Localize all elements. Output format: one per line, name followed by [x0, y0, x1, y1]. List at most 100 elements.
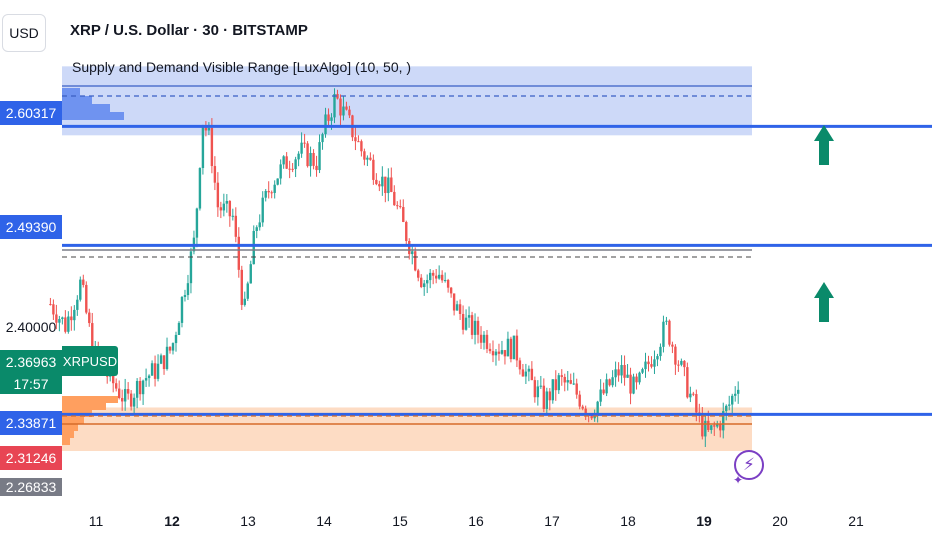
demand-profile-bar: [62, 424, 78, 431]
candle-up: [150, 363, 154, 376]
candle-down: [683, 360, 686, 368]
candle-up: [527, 368, 531, 372]
candle-down: [470, 315, 474, 335]
currency-button[interactable]: USD: [2, 14, 46, 52]
lightning-icon[interactable]: ⚡: [734, 450, 764, 480]
candle-up: [165, 346, 169, 370]
candle-up: [494, 351, 498, 356]
candle-up: [539, 385, 543, 387]
candle-up: [653, 359, 656, 367]
candle-down: [219, 207, 223, 211]
candle-down: [312, 152, 315, 166]
candle-up: [189, 251, 193, 284]
candle-up: [231, 215, 235, 217]
zones-layer: [62, 66, 752, 452]
candle-up: [318, 142, 321, 171]
candle-up: [557, 375, 560, 391]
candle-down: [719, 423, 722, 431]
candle-up: [324, 114, 327, 135]
candles-layer: [49, 88, 740, 447]
candle-down: [440, 274, 444, 281]
candle-down: [408, 240, 411, 255]
candle-down: [584, 408, 587, 415]
candle-up: [243, 298, 246, 305]
candle-down: [548, 391, 552, 401]
candle-down: [452, 293, 456, 311]
price-label-mid-level: 2.49390: [0, 215, 62, 239]
candle-down: [228, 200, 232, 217]
candle-up: [76, 299, 79, 310]
candle-up: [551, 379, 554, 401]
candle-up: [366, 157, 369, 160]
candle-down: [485, 334, 489, 349]
candle-down: [420, 277, 423, 288]
demand-profile-bar: [62, 431, 74, 438]
candle-up: [731, 395, 734, 405]
candle-up: [425, 280, 429, 284]
candle-up: [255, 227, 258, 231]
candle-down: [339, 98, 342, 116]
price-label-demand-level: 2.33871: [0, 411, 62, 435]
candle-up: [722, 411, 725, 431]
candle-down: [384, 176, 387, 194]
time-tick-13: 13: [240, 513, 256, 529]
candle-up: [545, 391, 549, 409]
candle-down: [509, 338, 513, 360]
levels-layer: [62, 85, 932, 425]
supply-profile-bar: [62, 96, 92, 104]
candle-down: [369, 157, 372, 160]
candle-up: [246, 283, 249, 299]
sparkle-icon: ✦: [733, 473, 744, 487]
candle-up: [186, 283, 190, 296]
demand-profile-bar: [62, 417, 84, 424]
candle-up: [144, 378, 148, 381]
candle-down: [701, 414, 704, 437]
candle-up: [132, 397, 136, 407]
candle-down: [488, 348, 492, 352]
candle-up: [171, 343, 175, 351]
candle-down: [162, 355, 166, 370]
supply-profile-bar: [62, 112, 124, 120]
candle-up: [524, 371, 528, 377]
candle-up: [258, 222, 261, 228]
demand-profile-bar: [62, 403, 106, 410]
candle-down: [635, 376, 638, 383]
candle-up: [641, 369, 644, 373]
candle-up: [207, 127, 211, 131]
candle-down: [515, 335, 519, 361]
candle-up: [725, 405, 728, 412]
candle-up: [276, 178, 279, 185]
arrows-layer: [814, 125, 834, 322]
candle-up: [195, 208, 199, 238]
candle-down: [234, 215, 238, 237]
candle-up: [611, 377, 614, 386]
chart-title: XRP / U.S. Dollar · 30 · BITSTAMP: [70, 22, 308, 39]
time-tick-19: 19: [696, 513, 712, 529]
candle-down: [521, 369, 525, 377]
candle-up: [300, 142, 303, 154]
candle-down: [237, 236, 240, 270]
candle-down: [476, 320, 480, 335]
candle-down: [348, 109, 351, 116]
candle-down: [674, 346, 677, 365]
candle-up: [704, 420, 707, 437]
candle-down: [378, 184, 381, 187]
candle-up: [656, 356, 659, 360]
candle-up: [252, 230, 255, 265]
candle-down: [372, 159, 375, 180]
candle-down: [647, 361, 650, 365]
candle-down: [49, 304, 52, 306]
candle-down: [360, 141, 363, 152]
candle-up: [662, 321, 665, 347]
time-tick-20: 20: [772, 513, 788, 529]
time-tick-12: 12: [164, 513, 180, 529]
time-tick-16: 16: [468, 513, 484, 529]
candle-down: [713, 425, 716, 427]
candle-down: [354, 137, 357, 142]
candle-up: [309, 152, 312, 167]
candle-up: [500, 350, 504, 354]
indicator-label[interactable]: Supply and Demand Visible Range [LuxAlgo…: [72, 59, 412, 75]
candle-down: [213, 166, 217, 183]
candle-down: [503, 350, 507, 357]
